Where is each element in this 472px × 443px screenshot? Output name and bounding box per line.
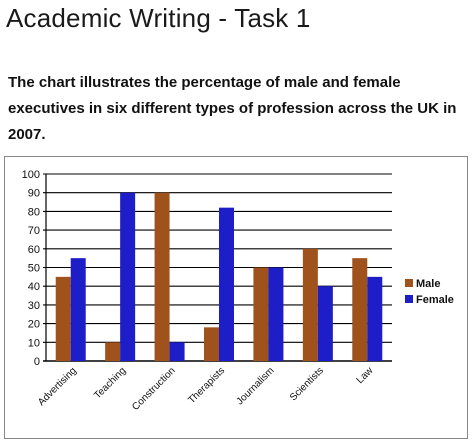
bar-male [105,342,121,361]
bar-female [317,286,333,361]
bar-female [367,276,383,361]
bar-male [253,267,269,361]
x-category-label: Therapists [186,365,227,406]
bar-male [204,327,219,361]
x-category-label: Construction [130,365,177,412]
bar-female [219,207,234,361]
y-tick-label: 20 [28,319,40,331]
x-category-label: Teaching [92,365,128,401]
legend-swatch-female [405,295,413,303]
x-category-label: Advertising [36,365,79,408]
y-tick-label: 60 [28,244,40,256]
y-tick-label: 0 [34,356,40,368]
legend-swatch-male [405,279,413,287]
bar-male [302,248,318,361]
y-tick-label: 50 [28,263,40,275]
y-tick-label: 100 [22,169,40,181]
y-tick-label: 80 [28,206,40,218]
x-category-label: Journalism [235,365,277,407]
y-axis-ticks: 0 10 20 30 40 50 60 70 80 90 100 [22,169,40,368]
legend: Male Female [405,278,454,306]
bar-male [154,192,170,361]
x-category-label: Law [355,365,376,386]
legend-label-male: Male [416,278,440,290]
bar-male [55,276,71,361]
bar-female [169,342,185,361]
chart-description: The chart illustrates the percentage of … [8,74,457,143]
y-tick-label: 10 [28,337,40,349]
legend-label-female: Female [416,294,454,306]
bar-female [120,192,136,361]
y-tick-label: 90 [28,188,40,200]
bar-male [352,258,368,361]
bars [55,192,383,361]
x-axis-ticks: Advertising Teaching Construction Therapist… [36,365,376,413]
bar-female [70,258,86,361]
bar-female [268,267,284,361]
y-tick-label: 70 [28,225,40,237]
y-tick-label: 40 [28,281,40,293]
y-tick-label: 30 [28,300,40,312]
page-heading: Academic Writing - Task 1 [6,3,311,33]
x-category-label: Scientists [288,365,326,403]
